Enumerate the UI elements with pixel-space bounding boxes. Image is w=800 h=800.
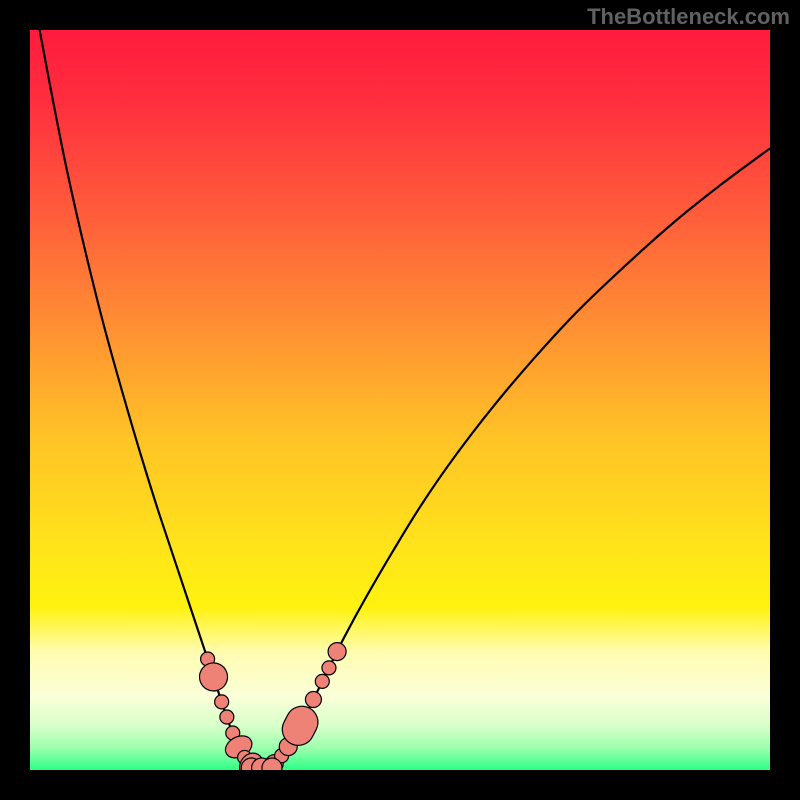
bottleneck-curve: [40, 30, 770, 770]
frame-bottom: [0, 770, 800, 800]
bead-marker: [196, 659, 231, 694]
frame-left: [0, 0, 30, 800]
bead-marker: [305, 692, 321, 708]
curve-plot: [30, 30, 770, 770]
frame-right: [770, 0, 800, 800]
bead-marker: [328, 643, 346, 661]
bead-marker: [315, 674, 329, 688]
watermark-text: TheBottleneck.com: [587, 4, 790, 30]
bead-marker: [215, 695, 229, 709]
bead-marker: [220, 710, 234, 724]
chart-container: TheBottleneck.com: [0, 0, 800, 800]
bead-marker: [322, 661, 336, 675]
